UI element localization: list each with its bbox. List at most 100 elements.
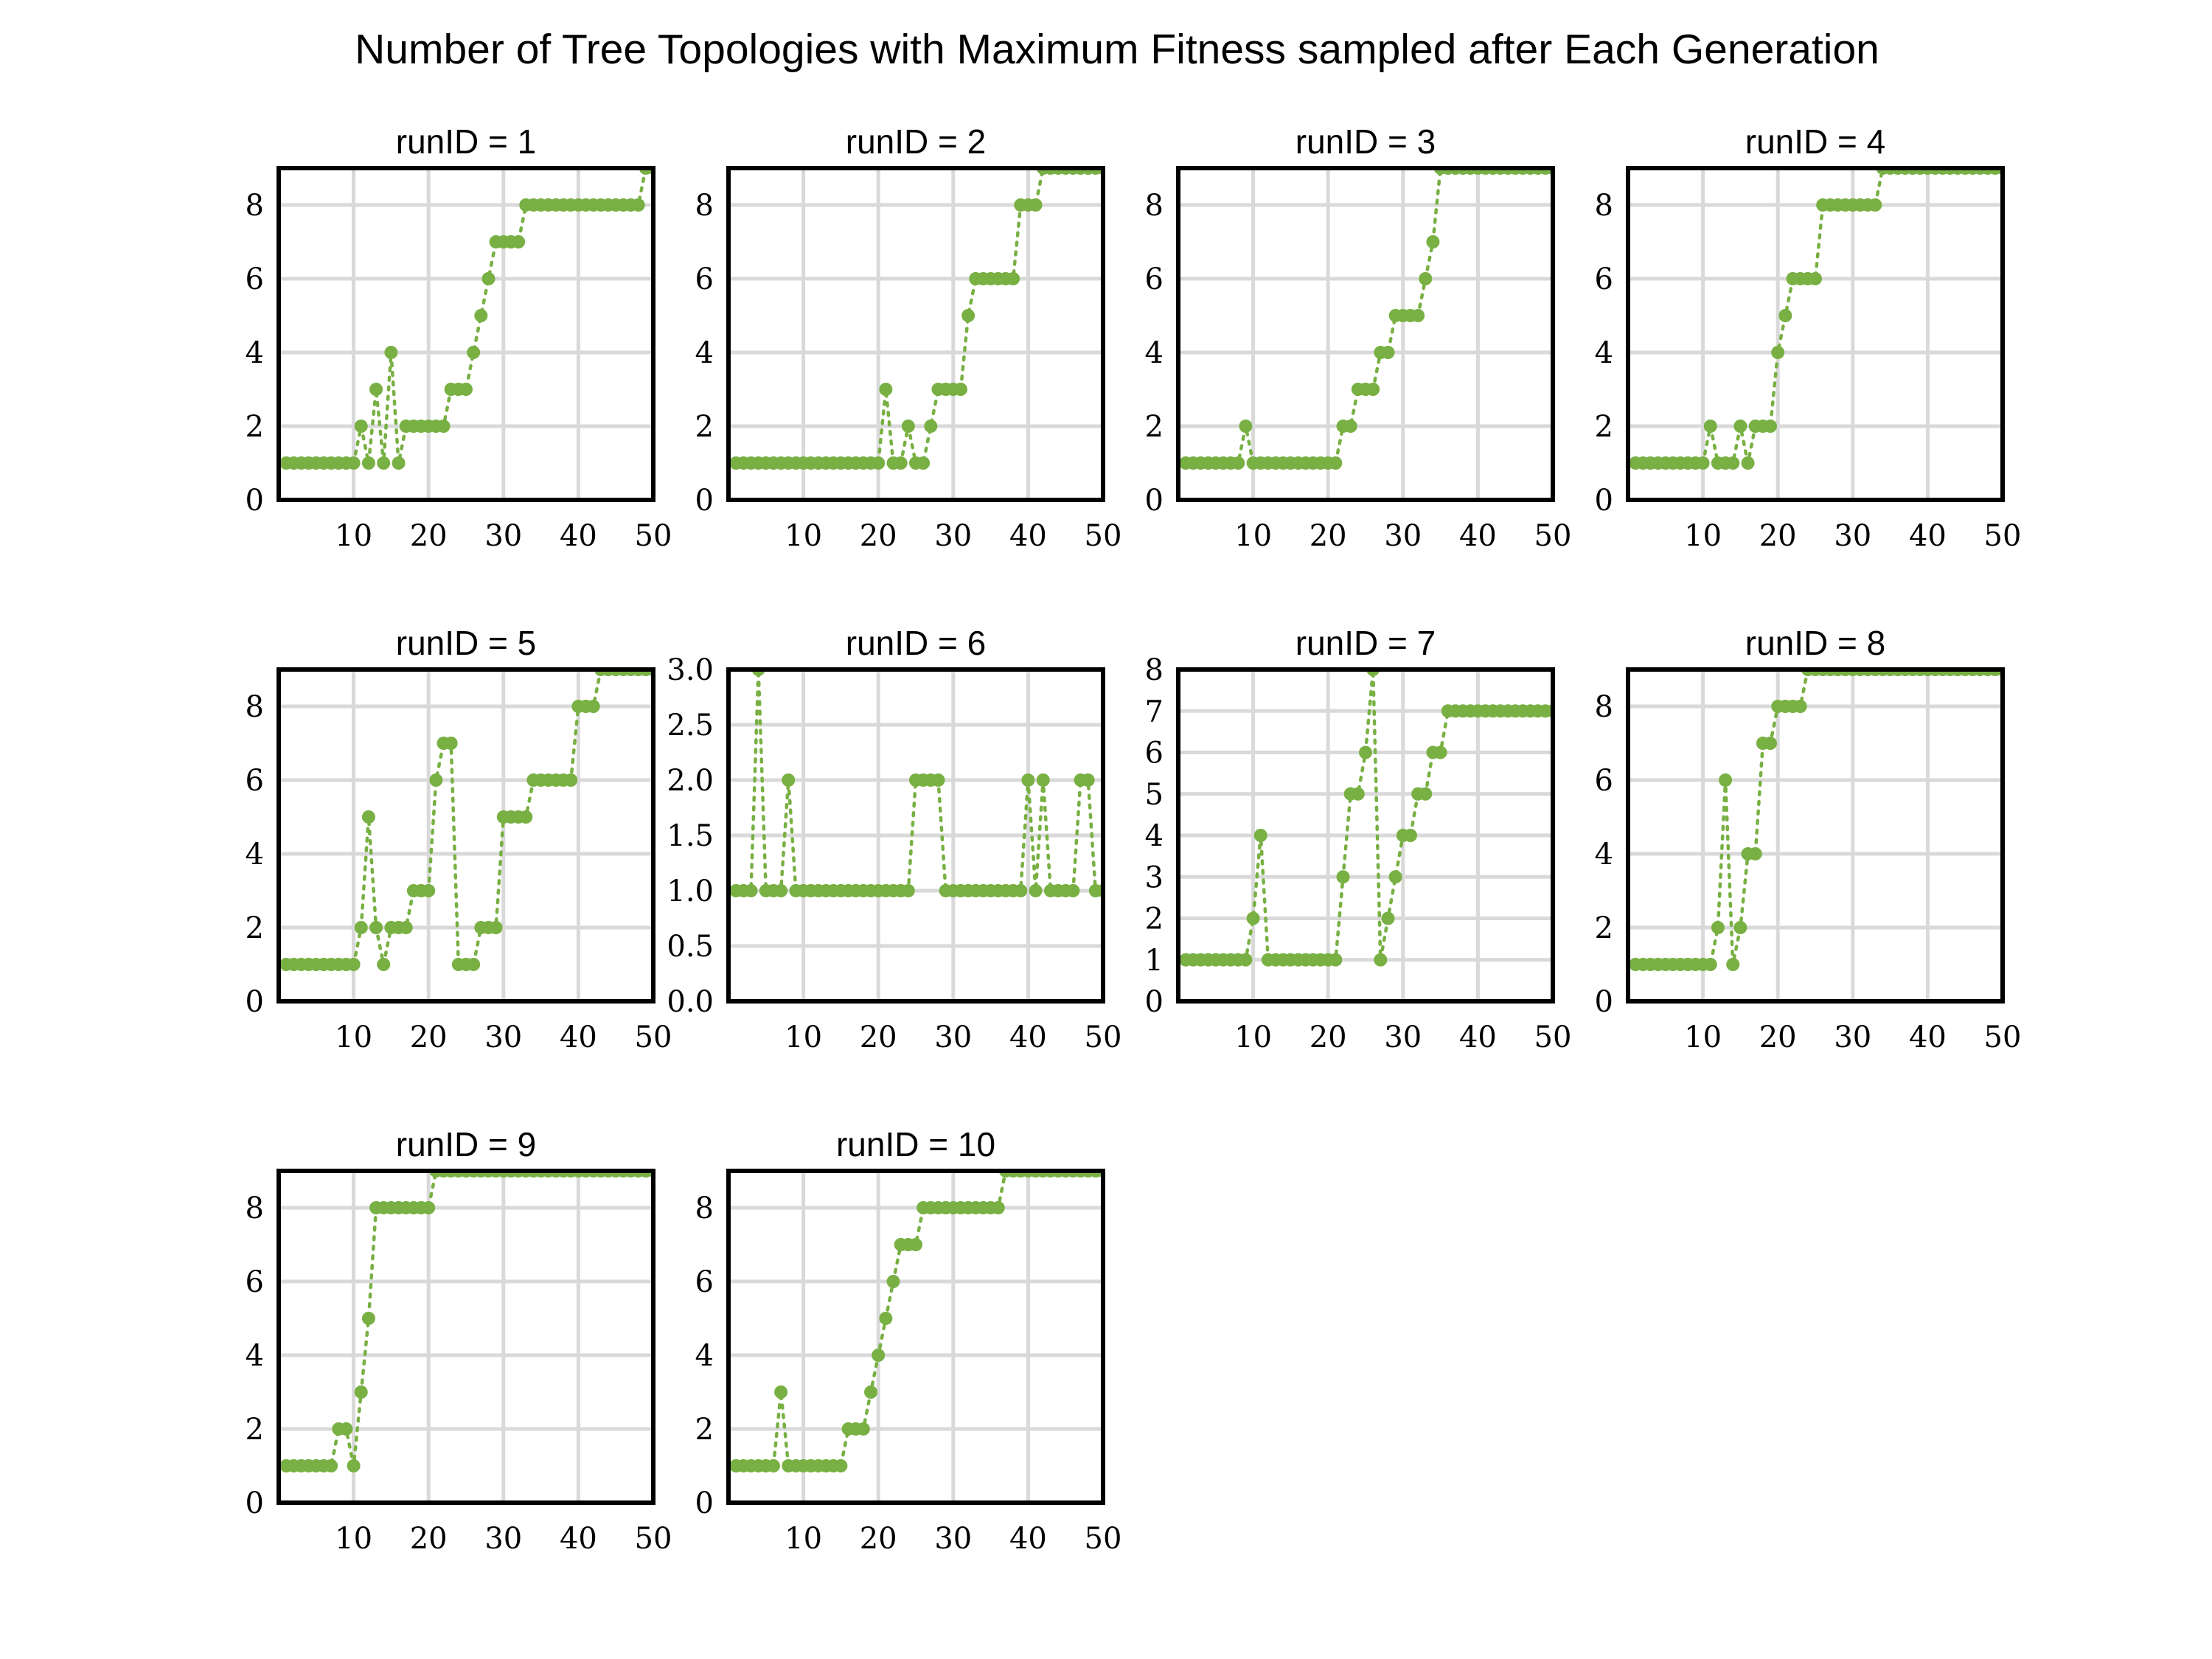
data-point xyxy=(1771,346,1785,359)
y-tick-label: 4 xyxy=(1595,336,1613,370)
plot-area xyxy=(729,1171,1103,1472)
x-tick-label: 40 xyxy=(1909,519,1947,553)
y-tick-label: 4 xyxy=(1145,336,1164,370)
x-tick-label: 30 xyxy=(1834,1020,1871,1054)
plot-frame xyxy=(1626,166,2005,502)
data-point xyxy=(1239,953,1253,967)
data-point xyxy=(1696,456,1710,470)
plot-area xyxy=(279,168,653,470)
data-point xyxy=(1253,829,1267,842)
x-tick-label: 50 xyxy=(635,1522,672,1556)
data-point xyxy=(917,456,931,470)
data-point xyxy=(931,773,945,787)
data-point xyxy=(1719,773,1733,787)
subplot-title: runID = 9 xyxy=(396,1125,537,1164)
data-point xyxy=(766,1459,780,1472)
y-tick-label: 4 xyxy=(246,1339,264,1373)
data-point xyxy=(1403,829,1417,842)
data-point xyxy=(901,420,915,433)
y-tick-label: 0 xyxy=(695,1486,714,1520)
y-tick-label: 4 xyxy=(1595,838,1613,872)
plot-area xyxy=(1179,669,1553,967)
data-point xyxy=(1374,953,1388,967)
x-tick-label: 40 xyxy=(1459,1020,1497,1054)
y-tick-label: 5 xyxy=(1145,778,1164,812)
x-tick-label: 40 xyxy=(560,1522,597,1556)
y-tick-label: 8 xyxy=(246,189,264,223)
y-tick-label: 2 xyxy=(1145,902,1164,936)
data-point xyxy=(774,884,788,897)
data-point xyxy=(1868,198,1882,212)
y-tick-label: 1.5 xyxy=(667,819,714,853)
y-tick-label: 0.5 xyxy=(667,930,714,964)
y-tick-label: 8 xyxy=(1145,653,1164,687)
y-tick-label: 4 xyxy=(695,1339,714,1373)
subplot-4: 10 20 30 40 50 0 2 4 6 8 runID = 4 xyxy=(1595,122,2022,553)
data-point xyxy=(1381,346,1395,359)
x-tick-label: 30 xyxy=(1834,519,1871,553)
data-point xyxy=(879,383,893,396)
y-tick-label: 4 xyxy=(246,838,264,872)
plot-area xyxy=(1629,669,2003,971)
y-tick-label: 8 xyxy=(695,1192,714,1225)
x-tick-label: 50 xyxy=(1085,1522,1122,1556)
y-tick-label: 1 xyxy=(1145,944,1164,978)
data-point xyxy=(1329,953,1343,967)
data-point xyxy=(1764,420,1778,433)
data-point xyxy=(361,1312,375,1325)
data-point xyxy=(1726,958,1740,971)
data-point xyxy=(1748,847,1762,860)
y-tick-label: 7 xyxy=(1145,695,1164,728)
x-tick-label: 30 xyxy=(484,1020,522,1054)
data-point xyxy=(953,383,967,396)
data-point xyxy=(459,383,473,396)
data-point xyxy=(1366,383,1380,396)
y-tick-label: 0 xyxy=(246,985,264,1019)
data-point xyxy=(1036,773,1050,787)
plot-frame xyxy=(726,1169,1105,1505)
data-point xyxy=(856,1422,870,1436)
y-tick-label: 8 xyxy=(1595,690,1613,724)
y-tick-label: 0 xyxy=(1595,484,1613,518)
x-tick-label: 50 xyxy=(1085,519,1122,553)
subplot-7: 10 20 30 40 50 0 1 2 3 4 5 6 7 8 runID = 7 xyxy=(1145,624,1572,1054)
data-point xyxy=(1711,921,1725,934)
data-point xyxy=(1351,787,1365,801)
x-tick-label: 30 xyxy=(1384,1020,1422,1054)
series-line xyxy=(734,168,1103,465)
data-point xyxy=(474,309,488,322)
y-tick-label: 0 xyxy=(246,1486,264,1520)
data-point xyxy=(339,1422,353,1436)
data-point xyxy=(377,958,391,971)
y-tick-label: 3 xyxy=(1145,860,1164,894)
data-point xyxy=(1329,456,1343,470)
x-tick-label: 50 xyxy=(1984,519,2022,553)
subplot-2: 10 20 30 40 50 0 2 4 6 8 runID = 2 xyxy=(695,122,1122,553)
data-point xyxy=(631,198,645,212)
subplot-title: runID = 5 xyxy=(396,624,537,662)
y-tick-label: 8 xyxy=(695,189,714,223)
x-tick-label: 40 xyxy=(560,1020,597,1054)
plot-frame xyxy=(1176,667,1555,1004)
data-point xyxy=(1733,420,1747,433)
data-point xyxy=(377,456,391,470)
data-point xyxy=(1239,420,1253,433)
x-tick-label: 50 xyxy=(1085,1020,1122,1054)
y-tick-label: 4 xyxy=(1145,819,1164,853)
x-tick-label: 30 xyxy=(484,1522,522,1556)
plot-area xyxy=(729,168,1103,470)
x-tick-label: 40 xyxy=(1009,1522,1047,1556)
x-tick-label: 50 xyxy=(1984,1020,2022,1054)
data-point xyxy=(961,309,975,322)
data-point xyxy=(354,921,368,934)
data-point xyxy=(437,420,451,433)
x-tick-label: 50 xyxy=(1534,519,1572,553)
x-tick-label: 40 xyxy=(1459,519,1497,553)
data-point xyxy=(1419,272,1433,285)
y-tick-label: 6 xyxy=(1595,262,1613,296)
x-tick-label: 10 xyxy=(1684,1020,1722,1054)
x-tick-label: 20 xyxy=(860,519,897,553)
data-point xyxy=(1359,745,1372,759)
data-point xyxy=(1066,884,1080,897)
data-point xyxy=(901,884,915,897)
